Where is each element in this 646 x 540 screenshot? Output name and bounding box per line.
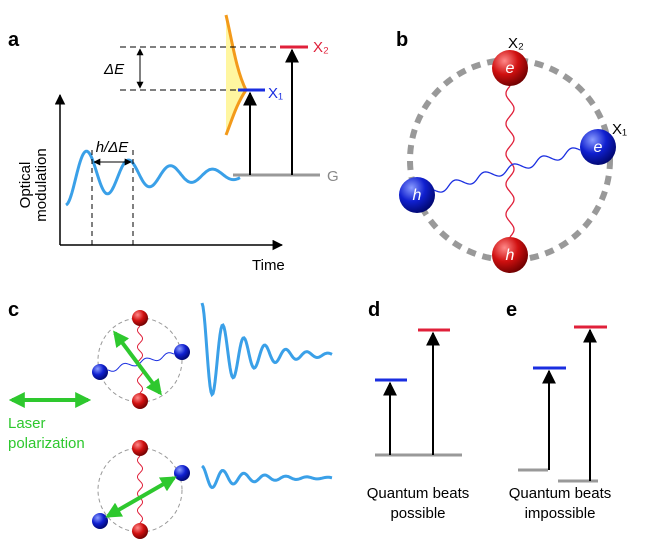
panel-label: b bbox=[396, 29, 408, 51]
period-label: h/ΔE bbox=[96, 139, 130, 156]
dashed-circle bbox=[407, 57, 613, 263]
panel-label: c bbox=[8, 299, 19, 321]
level-label: X₂ bbox=[508, 35, 524, 52]
level-label: G bbox=[327, 168, 339, 185]
particle-label: e bbox=[594, 139, 603, 156]
caption: Quantum beats bbox=[509, 485, 612, 502]
sphere bbox=[132, 393, 148, 409]
particle-label: h bbox=[413, 187, 422, 204]
panel-label: e bbox=[506, 299, 517, 321]
level-label: X₁ bbox=[612, 121, 627, 138]
particle-label: h bbox=[506, 247, 515, 264]
level-label: X₁ bbox=[268, 85, 283, 102]
particle-label: e bbox=[506, 60, 515, 77]
damped-wave bbox=[200, 302, 333, 398]
caption: impossible bbox=[525, 505, 596, 522]
x-axis-label: Time bbox=[252, 257, 285, 274]
y-axis-label-line: Optical bbox=[17, 162, 34, 209]
level-label: X₂ bbox=[313, 39, 329, 56]
sphere bbox=[92, 364, 108, 380]
wavy-line bbox=[505, 85, 515, 238]
caption: Quantum beats bbox=[367, 485, 470, 502]
panel-label: d bbox=[368, 299, 380, 321]
wavy-line bbox=[137, 455, 143, 524]
damped-wave bbox=[201, 464, 333, 490]
sphere bbox=[174, 465, 190, 481]
sphere bbox=[132, 310, 148, 326]
electron bbox=[580, 129, 616, 165]
hole bbox=[492, 237, 528, 273]
polarization-arrow bbox=[105, 476, 177, 518]
sphere bbox=[132, 440, 148, 456]
wavy-line bbox=[433, 147, 581, 193]
delta-e-label: ΔE bbox=[103, 61, 125, 78]
wavy-line bbox=[137, 325, 143, 394]
sphere bbox=[174, 344, 190, 360]
hole bbox=[399, 177, 435, 213]
caption: possible bbox=[390, 505, 445, 522]
electron bbox=[492, 50, 528, 86]
y-axis-label: Optical modulation bbox=[17, 148, 50, 221]
laser-label: polarization bbox=[8, 435, 85, 452]
laser-label: Laser bbox=[8, 415, 46, 432]
polarization-arrow bbox=[113, 330, 162, 396]
damped-wave bbox=[65, 149, 241, 207]
sphere bbox=[92, 513, 108, 529]
sphere bbox=[132, 523, 148, 539]
panel-label: a bbox=[8, 29, 20, 51]
y-axis-label-line: modulation bbox=[33, 148, 50, 221]
